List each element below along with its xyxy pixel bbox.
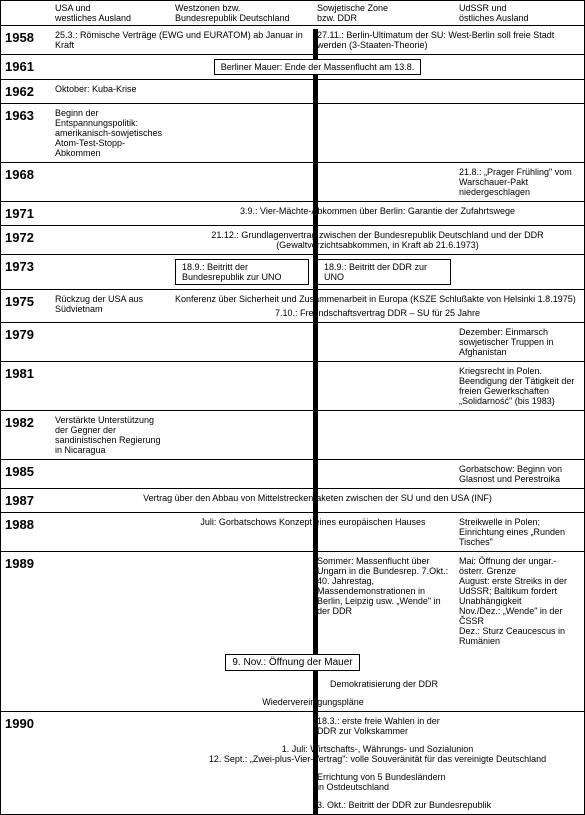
row-1988: 1988 Juli: Gorbatschows Konzept eines eu… <box>1 513 584 552</box>
row-1962: 1962 Oktober: Kuba-Krise <box>1 80 584 104</box>
cell-bc1: 1. Juli: Wirtschafts-, Währungs- und Soz… <box>171 740 584 768</box>
boxed-event: 18.9.: Beitritt der Bundesrepublik zur U… <box>175 259 309 285</box>
cell-d: Mai: Öffnung der ungar.-österr. Grenze A… <box>455 552 584 650</box>
row-1981: 1981 Kriegsrecht in Polen. Beendigung de… <box>1 362 584 411</box>
cell-a: Beginn der Entspannungspolitik: amerikan… <box>51 104 171 162</box>
cell-c1: 18.3.: erste freie Wahlen in der DDR zur… <box>313 712 455 740</box>
timeline-table: USA und westliches Ausland Westzonen bzw… <box>0 0 585 815</box>
row-1958: 1958 25.3.: Römische Verträge (EWG und E… <box>1 26 584 55</box>
cell-d: Gorbatschow: Beginn von Glasnost und Per… <box>455 460 584 488</box>
row-1961: 1961 Berliner Mauer: Ende der Massenfluc… <box>1 55 584 80</box>
row-1982: 1982 Verstärkte Unterstützung der Gegner… <box>1 411 584 460</box>
year-label: 1968 <box>1 163 51 201</box>
year-label: 1971 <box>1 202 51 225</box>
cell-b: 18.9.: Beitritt der Bundesrepublik zur U… <box>171 255 313 289</box>
cell-bc: Juli: Gorbatschows Konzept eines europäi… <box>171 513 455 551</box>
event-text: Konferenz über Sicherheit und Zusammenar… <box>175 294 580 304</box>
header-col-c: Sowjetische Zone bzw. DDR <box>313 1 455 25</box>
row-1987: 1987 Vertrag über den Abbau von Mittelst… <box>1 489 584 513</box>
year-label: 1981 <box>1 362 51 410</box>
cell-c: Sommer: Massenflucht über Ungarn in die … <box>313 552 455 650</box>
row-1972: 1972 21.12.: Grundlagenvertrag zwischen … <box>1 226 584 255</box>
cell-ab: 25.3.: Römische Verträge (EWG und EURATO… <box>51 26 313 54</box>
cell-a: Verstärkte Unterstützung der Gegner der … <box>51 411 171 459</box>
cell-d: Streikwelle in Polen; Einrichtung eines … <box>455 513 584 551</box>
row-1963: 1963 Beginn der Entspannungspolitik: ame… <box>1 104 584 163</box>
year-label: 1962 <box>1 80 51 103</box>
year-label: 1975 <box>1 290 51 322</box>
year-label: 1985 <box>1 460 51 488</box>
cell-cd: 27.11.: Berlin-Ultimatum der SU: West-Be… <box>313 26 584 54</box>
cell-d: 21.8.: „Prager Frühling" vom Warschauer-… <box>455 163 584 201</box>
row-1989: 1989 Sommer: Massenflucht über Ungarn in… <box>1 552 584 712</box>
boxed-event: Berliner Mauer: Ende der Massenflucht am… <box>214 59 422 75</box>
year-label: 1973 <box>1 255 51 289</box>
cell-bcd: 3.9.: Vier-Mächte-Abkommen über Berlin: … <box>171 202 584 225</box>
year-label: 1972 <box>1 226 51 254</box>
cell-a: Rückzug der USA aus Südvietnam <box>51 290 171 322</box>
year-label: 1982 <box>1 411 51 459</box>
cell-box: 9. Nov.: Öffnung der Mauer <box>1 654 584 675</box>
year-label: 1990 <box>1 712 51 740</box>
row-1971: 1971 3.9.: Vier-Mächte-Abkommen über Ber… <box>1 202 584 226</box>
boxed-event: 9. Nov.: Öffnung der Mauer <box>225 654 359 671</box>
row-1973: 1973 18.9.: Beitritt der Bundesrepublik … <box>1 255 584 290</box>
year-label: 1963 <box>1 104 51 162</box>
row-1990: 1990 18.3.: erste freie Wahlen in der DD… <box>1 712 584 814</box>
cell-c2: Demokratisierung der DDR <box>313 675 455 693</box>
cell-bcd: Konferenz über Sicherheit und Zusammenar… <box>171 290 584 322</box>
cell-c2: Errichtung von 5 Bundesländern in Ostdeu… <box>313 768 455 796</box>
header-col-d: UdSSR und östliches Ausland <box>455 1 584 25</box>
cell-all: Vertrag über den Abbau von Mittelstrecke… <box>51 489 584 512</box>
year-label: 1987 <box>1 489 51 512</box>
year-label: 1979 <box>1 323 51 361</box>
cell-d: Dezember: Einmarsch sowjetischer Truppen… <box>455 323 584 361</box>
year-label: 1989 <box>1 552 51 650</box>
year-label: 1958 <box>1 26 51 54</box>
header-col-a: USA und westliches Ausland <box>51 1 171 25</box>
boxed-event: 18.9.: Beitritt der DDR zur UNO <box>317 259 451 285</box>
cell-c3: 3. Okt.: Beitritt der DDR zur Bundesrepu… <box>313 796 584 814</box>
cell-bc2: Wiedervereinigungspläne <box>171 693 455 711</box>
cell-bcd: 21.12.: Grundlagenvertrag zwischen der B… <box>171 226 584 254</box>
row-1985: 1985 Gorbatschow: Beginn von Glasnost un… <box>1 460 584 489</box>
cell-d: Kriegsrecht in Polen. Beendigung der Tät… <box>455 362 584 410</box>
header-row: USA und westliches Ausland Westzonen bzw… <box>1 1 584 26</box>
row-1968: 1968 21.8.: „Prager Frühling" vom Warsch… <box>1 163 584 202</box>
cell-a: Oktober: Kuba-Krise <box>51 80 171 103</box>
cell-box: Berliner Mauer: Ende der Massenflucht am… <box>51 55 584 79</box>
cell-c: 18.9.: Beitritt der DDR zur UNO <box>313 255 455 289</box>
event-text: 7.10.: Freundschaftsvertrag DDR – SU für… <box>175 308 580 318</box>
header-year <box>1 1 51 25</box>
header-col-b: Westzonen bzw. Bundesrepublik Deutschlan… <box>171 1 313 25</box>
year-label: 1988 <box>1 513 51 551</box>
row-1979: 1979 Dezember: Einmarsch sowjetischer Tr… <box>1 323 584 362</box>
row-1975: 1975 Rückzug der USA aus Südvietnam Konf… <box>1 290 584 323</box>
year-label: 1961 <box>1 55 51 79</box>
